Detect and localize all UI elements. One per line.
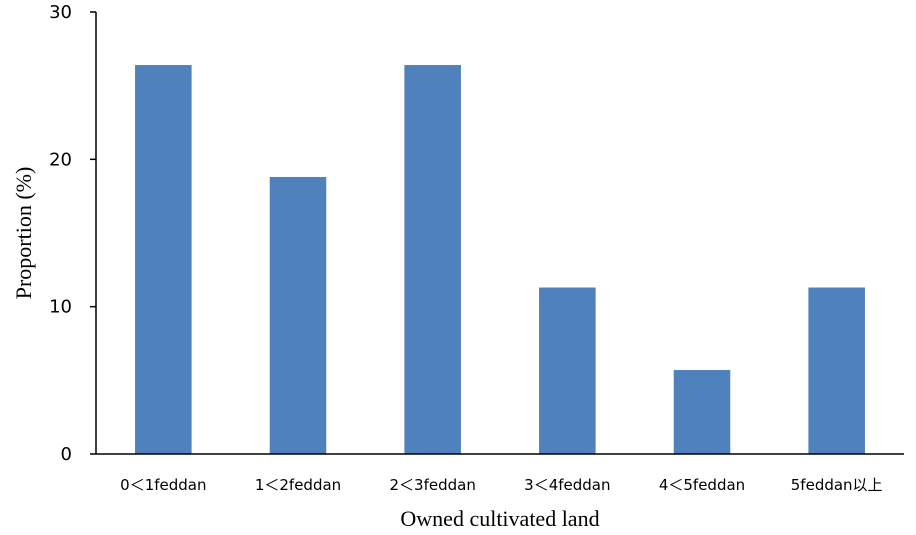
bar bbox=[135, 65, 192, 454]
x-axis-category-labels: 0＜1feddan 1＜2feddan 2＜3feddan 3＜4feddan 4＜5f… bbox=[120, 476, 882, 494]
bars-group bbox=[135, 65, 865, 454]
y-tick-label: 10 bbox=[49, 297, 72, 318]
x-category-label: 5feddan以上 bbox=[791, 476, 883, 494]
bar bbox=[404, 65, 461, 454]
y-tick-label: 20 bbox=[49, 149, 72, 170]
x-category-label: 3＜4feddan bbox=[524, 476, 610, 494]
bar bbox=[269, 177, 327, 454]
x-category-label: 1＜2feddan bbox=[255, 476, 341, 494]
x-category-label: 2＜3feddan bbox=[389, 476, 475, 494]
bar bbox=[808, 287, 865, 454]
y-axis-ticks: 0 10 20 30 bbox=[49, 2, 96, 465]
y-tick-label: 30 bbox=[49, 2, 72, 23]
y-axis-title: Proportion (%) bbox=[11, 167, 36, 300]
x-axis-title: Owned cultivated land bbox=[400, 506, 599, 531]
x-category-label: 0＜1feddan bbox=[120, 476, 206, 494]
x-category-label: 4＜5feddan bbox=[659, 476, 745, 494]
bar bbox=[673, 370, 731, 454]
bar bbox=[539, 287, 596, 454]
y-tick-label: 0 bbox=[61, 444, 72, 465]
